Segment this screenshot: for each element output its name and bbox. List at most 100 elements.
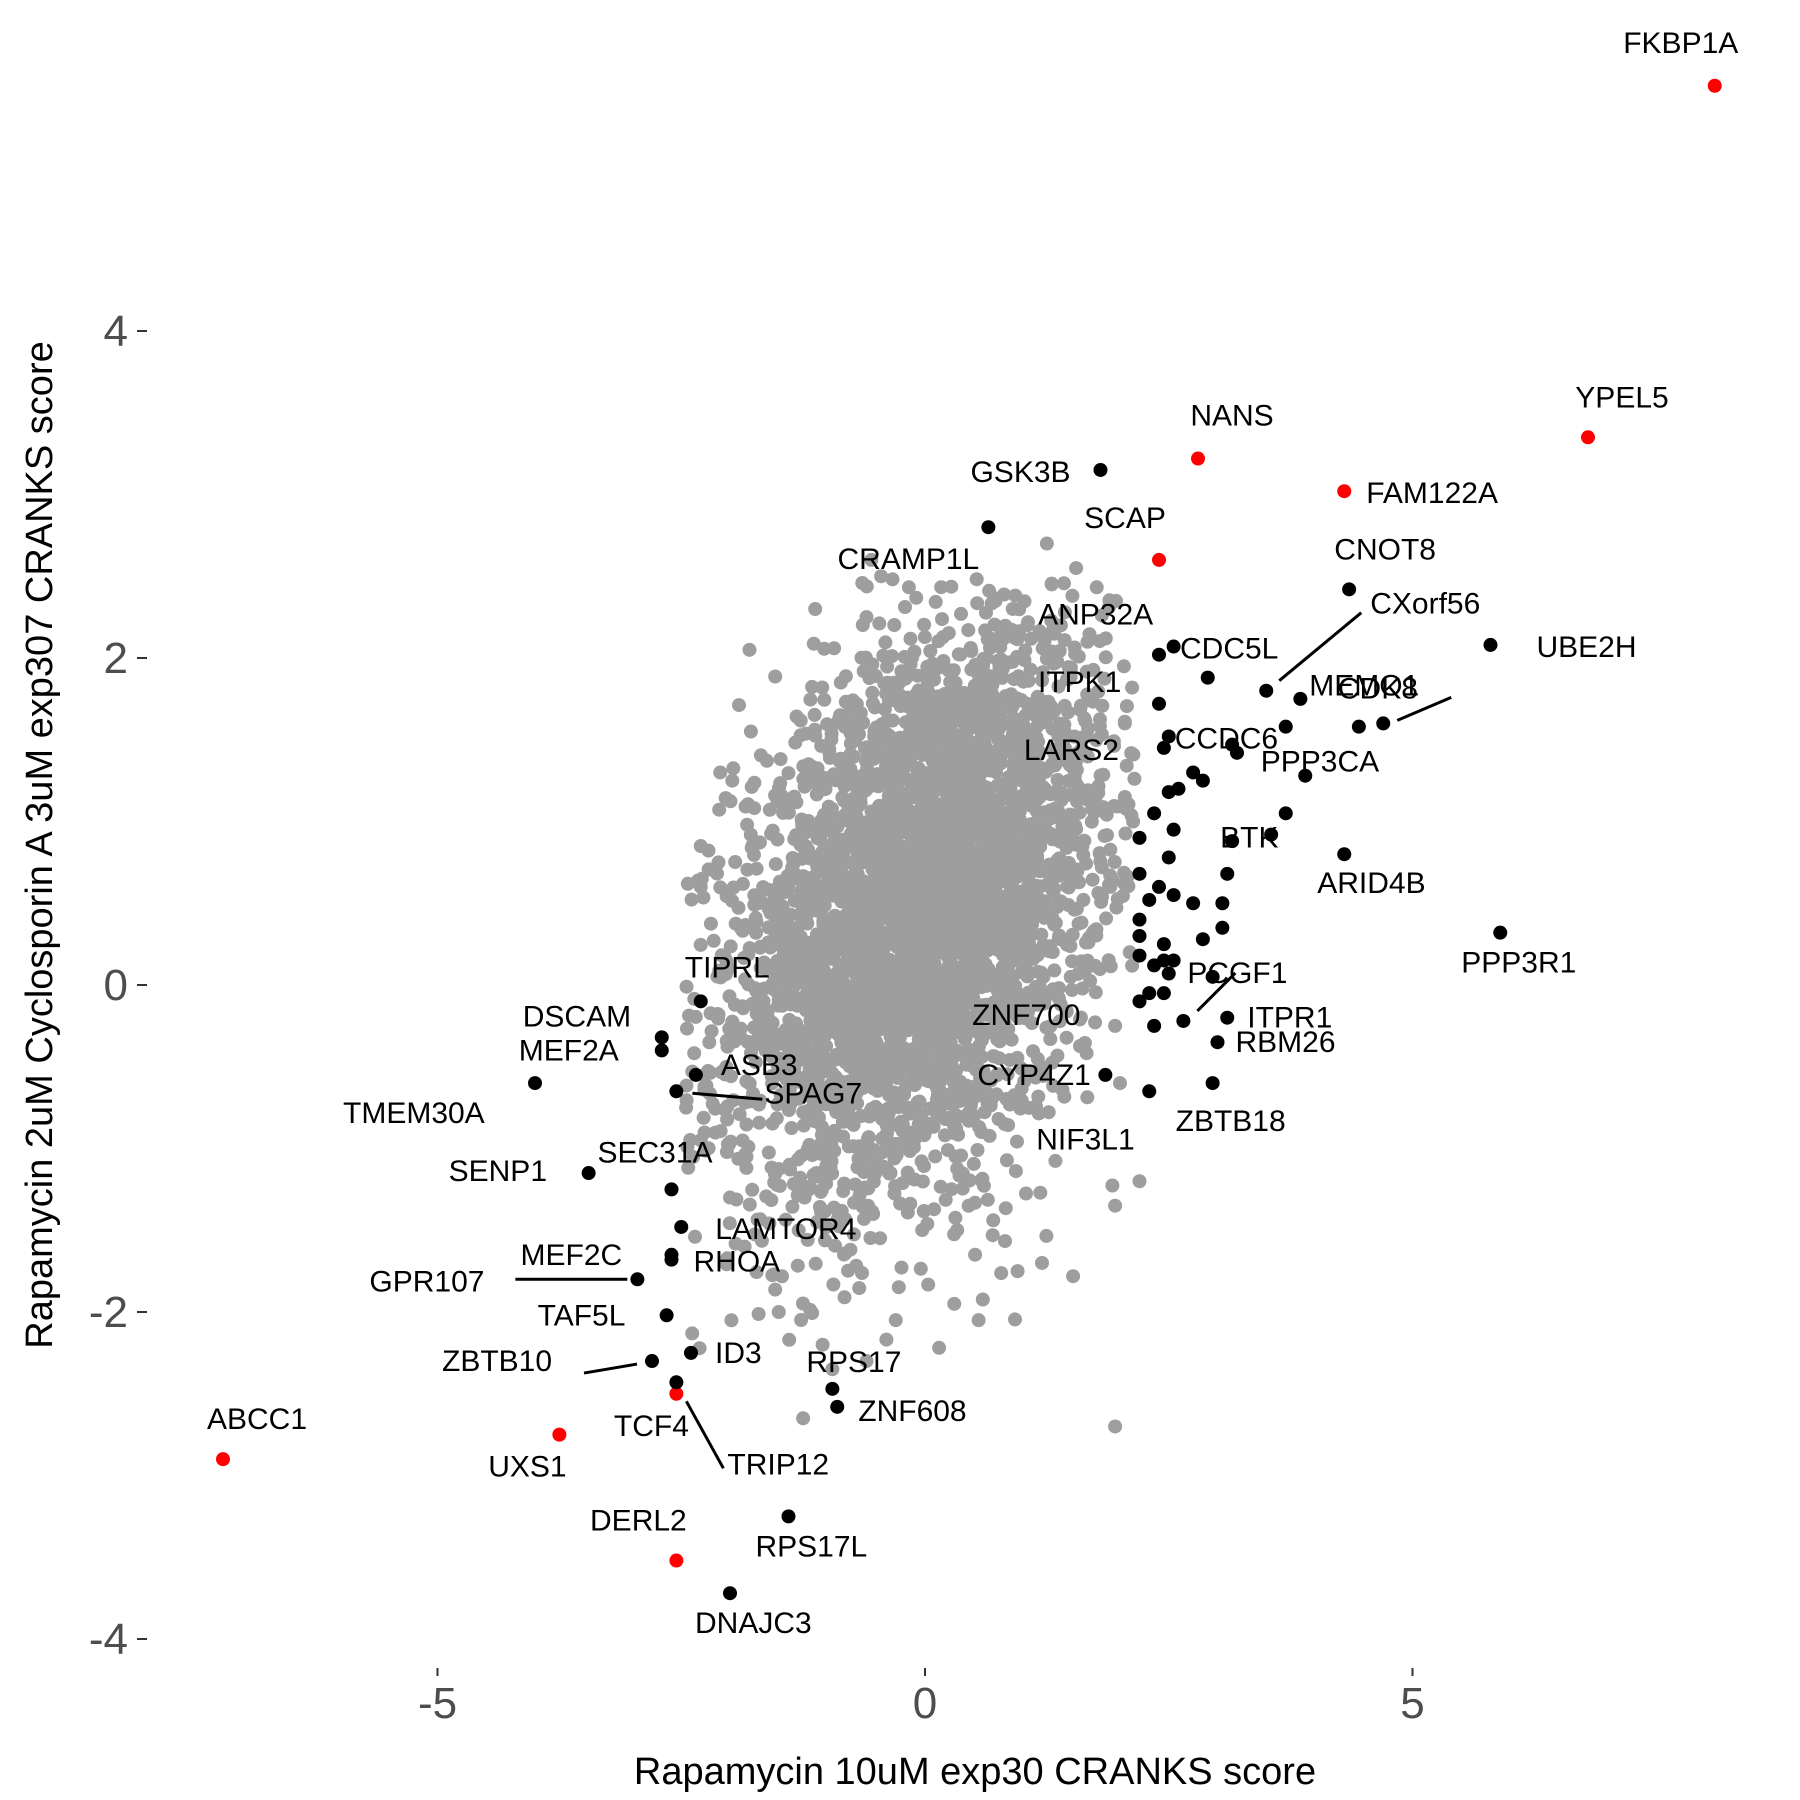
background-point	[932, 1107, 947, 1122]
background-point	[818, 917, 833, 932]
background-point	[865, 685, 880, 700]
background-point	[740, 817, 755, 832]
background-point	[719, 1257, 734, 1272]
background-point	[1119, 699, 1134, 714]
background-point	[1108, 1419, 1123, 1434]
background-point	[1094, 608, 1109, 623]
background-point	[1010, 1264, 1025, 1279]
background-point	[1063, 669, 1078, 684]
background-point	[1035, 1255, 1049, 1270]
background-point	[888, 797, 903, 812]
background-point	[1057, 741, 1072, 756]
background-point	[1022, 1100, 1037, 1115]
background-point	[836, 1046, 851, 1061]
label-trip12: TRIP12	[727, 1448, 829, 1481]
background-point	[1027, 756, 1042, 771]
background-point	[846, 1139, 861, 1154]
label-tcf4: TCF4	[614, 1410, 689, 1443]
background-point	[879, 1118, 894, 1133]
background-point	[912, 1116, 927, 1131]
background-point	[1033, 1185, 1048, 1200]
background-point	[826, 1013, 841, 1028]
background-point	[1103, 842, 1118, 857]
background-point	[909, 590, 924, 605]
point-ccdc6	[1161, 729, 1176, 744]
label-cnot8: CNOT8	[1334, 533, 1436, 566]
background-point	[961, 700, 976, 715]
data-point	[1166, 822, 1181, 837]
background-point	[679, 979, 694, 994]
background-point	[992, 1034, 1007, 1049]
background-point	[859, 610, 874, 625]
data-point	[1278, 719, 1293, 734]
background-point	[1020, 618, 1035, 633]
background-point	[1085, 872, 1100, 887]
background-point	[1005, 1090, 1020, 1105]
background-point	[1052, 753, 1067, 768]
background-point	[865, 821, 880, 836]
background-point	[985, 1228, 1000, 1243]
background-point	[812, 1110, 826, 1125]
background-point	[992, 909, 1007, 924]
background-point	[781, 766, 796, 781]
x-axis: -5 0 5	[418, 1668, 1425, 1728]
background-point	[806, 1168, 821, 1182]
background-point	[710, 866, 724, 881]
background-point	[830, 1211, 845, 1226]
label-rbm26: RBM26	[1236, 1026, 1336, 1059]
label-nif3l1: NIF3L1	[1036, 1123, 1134, 1156]
background-point	[1002, 941, 1017, 956]
background-point	[855, 1266, 869, 1280]
background-point	[964, 644, 979, 658]
background-point	[954, 1148, 968, 1163]
background-point	[946, 685, 961, 700]
background-point	[754, 1233, 769, 1248]
background-point	[827, 641, 842, 656]
background-point	[879, 1332, 894, 1347]
background-point	[970, 1143, 985, 1157]
background-point	[807, 707, 822, 722]
background-point	[840, 952, 855, 967]
background-point	[771, 992, 786, 1007]
background-point	[837, 1290, 852, 1305]
background-point	[727, 1034, 742, 1049]
background-point	[1057, 633, 1072, 648]
background-point	[712, 802, 727, 817]
background-point	[978, 623, 993, 638]
background-point	[711, 855, 726, 870]
label-cdk8: CDK8	[1338, 673, 1418, 706]
y-tick-label: 2	[104, 634, 128, 683]
background-point	[1071, 916, 1086, 931]
background-point	[739, 1117, 754, 1132]
x-tick-label: 5	[1400, 1679, 1424, 1728]
background-point	[1117, 716, 1132, 731]
background-point	[765, 823, 780, 838]
background-point	[1037, 910, 1052, 925]
background-point	[807, 722, 822, 737]
background-point	[968, 879, 983, 894]
background-point	[1115, 889, 1130, 903]
point-nans	[1191, 451, 1205, 466]
background-point	[1008, 1312, 1022, 1327]
background-point	[1054, 785, 1069, 800]
background-point	[923, 1020, 938, 1035]
background-point	[1057, 576, 1071, 591]
background-point	[814, 1028, 829, 1043]
background-point	[930, 1087, 945, 1102]
background-point	[784, 1121, 799, 1135]
point-ypel5	[1581, 430, 1595, 445]
background-point	[826, 1277, 841, 1292]
background-point	[895, 862, 910, 877]
background-point	[980, 688, 995, 702]
background-point	[977, 736, 992, 751]
background-point	[923, 818, 938, 833]
connector-spag7	[692, 1091, 763, 1101]
background-point	[1028, 845, 1043, 860]
background-point	[823, 998, 838, 1013]
background-point	[1052, 1014, 1067, 1029]
background-point	[753, 1212, 768, 1227]
background-point	[1094, 727, 1109, 742]
background-point	[875, 1061, 889, 1076]
background-point	[1107, 738, 1121, 753]
background-point	[1091, 886, 1106, 900]
